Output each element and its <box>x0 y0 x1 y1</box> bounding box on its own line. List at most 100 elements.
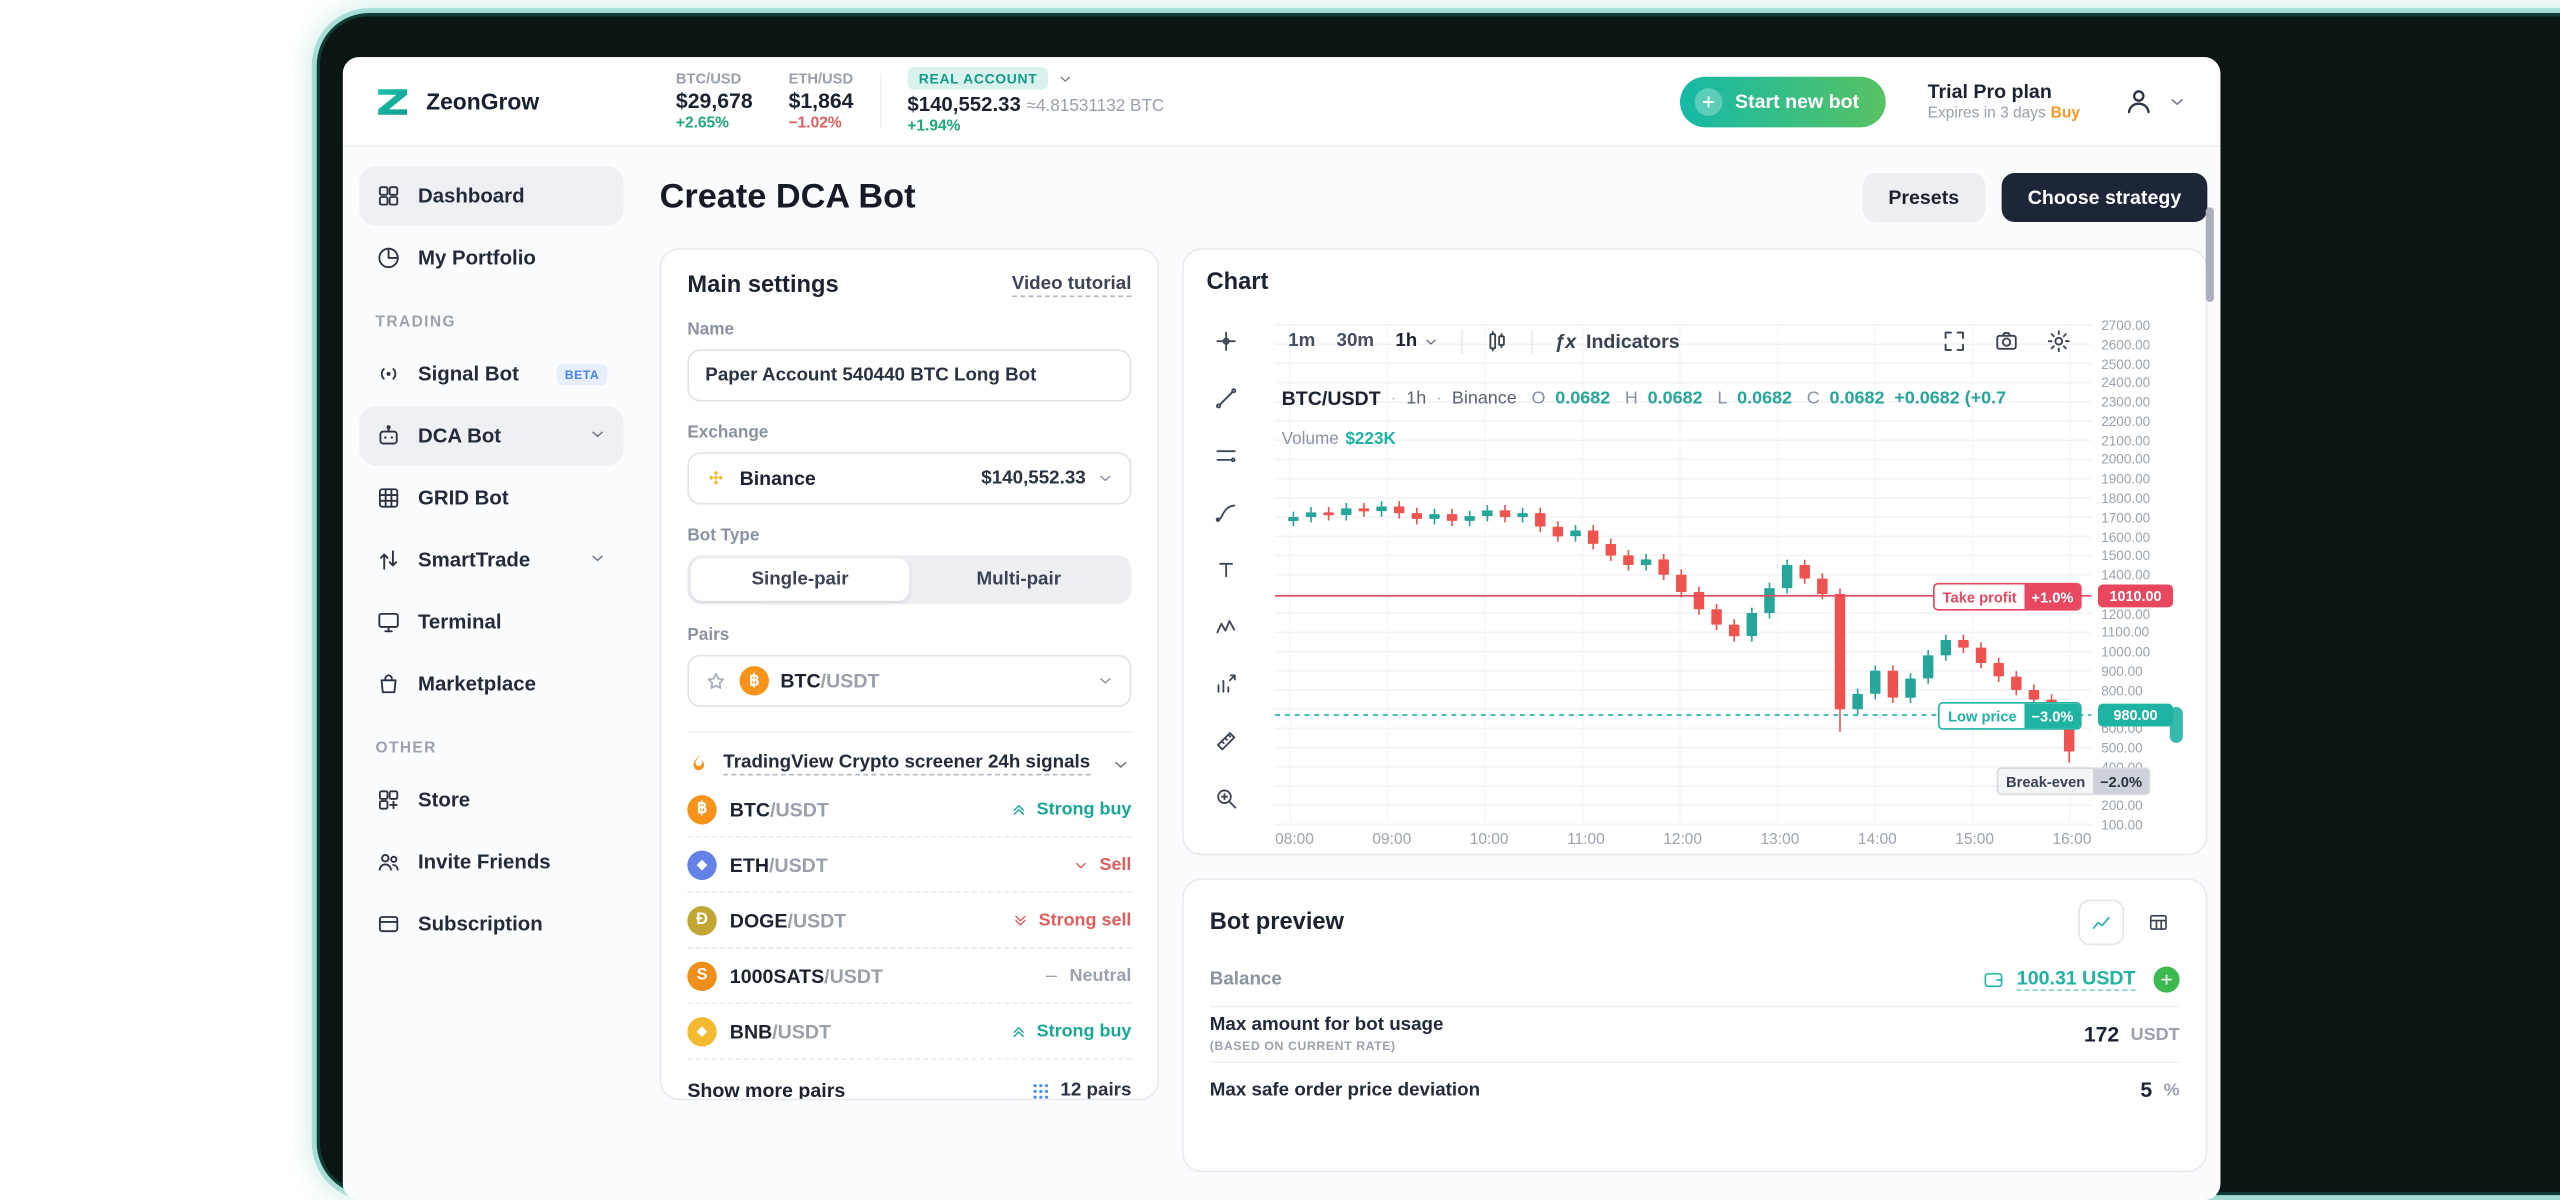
sidebar-item-dashboard[interactable]: Dashboard <box>359 166 624 226</box>
invite-friends-icon <box>376 849 402 875</box>
down-icon <box>1072 855 1092 875</box>
break-even-chip[interactable]: Break-even −2.0% <box>1996 767 2151 796</box>
show-more-pairs-link[interactable]: Show more pairs <box>687 1079 846 1101</box>
bot-name-input[interactable]: Paper Account 540440 BTC Long Bot <box>687 349 1132 402</box>
trend-line-tool[interactable] <box>1213 385 1239 419</box>
signal-icon <box>376 361 402 387</box>
fullscreen-icon[interactable] <box>1941 328 1967 354</box>
pair-signal-row-doge[interactable]: Ð DOGE/USDT Strong sell <box>687 893 1132 949</box>
sidebar-item-my-portfolio[interactable]: My Portfolio <box>359 229 623 288</box>
exchange-balance: $140,552.33 <box>981 468 1086 489</box>
fire-icon <box>687 753 710 776</box>
crosshair-tool[interactable] <box>1213 328 1239 362</box>
video-tutorial-link[interactable]: Video tutorial <box>1011 274 1132 298</box>
brush-tool[interactable] <box>1213 500 1239 534</box>
trend-line-icon <box>1213 385 1239 411</box>
max-deviation-row: Max safe order price deviation 5% <box>1209 1077 2180 1103</box>
signal-strong-buy: Strong buy <box>1009 799 1131 819</box>
sidebar-item-terminal[interactable]: Terminal <box>359 593 623 652</box>
plan-title: Trial Pro plan <box>1927 79 2052 103</box>
drawing-toolbar <box>1213 328 1239 819</box>
real-account-badge[interactable]: REAL ACCOUNT <box>907 66 1049 90</box>
pattern-tool[interactable] <box>1213 614 1239 648</box>
btc-coin-icon: ฿ <box>739 666 769 696</box>
signal-strong-sell: Strong sell <box>1011 910 1131 930</box>
indicators-button[interactable]: ƒx Indicators <box>1554 329 1680 353</box>
sidebar-item-subscription[interactable]: Subscription <box>359 895 623 954</box>
camera-icon[interactable] <box>1993 328 2019 354</box>
plan-info: Trial Pro plan Expires in 3 days Buy <box>1928 80 2080 122</box>
account-balance: $140,552.33 <box>907 93 1021 116</box>
pattern-icon <box>1213 614 1239 640</box>
table-view-button[interactable] <box>2137 901 2180 944</box>
balance-link[interactable]: 100.31 USDT <box>2016 966 2136 992</box>
timeframe-1m[interactable]: 1m <box>1288 331 1316 352</box>
time-label: 14:00 <box>1857 831 1897 849</box>
pairs-dropdown[interactable]: ฿ BTC/USDT <box>687 654 1132 707</box>
bot-type-multi-pair[interactable]: Multi-pair <box>976 569 1062 590</box>
double-down-icon <box>1011 910 1031 930</box>
parallel-lines-tool[interactable] <box>1213 442 1239 476</box>
bot-type-label: Bot Type <box>687 525 760 546</box>
bot-type-single-pair[interactable]: Single-pair <box>690 558 910 601</box>
take-profit-chip[interactable]: Take profit +1.0% <box>1932 582 2082 611</box>
pairs-count[interactable]: 12 pairs <box>1029 1080 1131 1099</box>
price-axis[interactable]: 100.00200.00300.00400.00500.00600.00700.… <box>2097 317 2202 833</box>
chart-view-button[interactable] <box>2078 899 2125 946</box>
screener-title: TradingView Crypto screener 24h signals <box>723 753 1091 776</box>
sidebar-item-smarttrade[interactable]: SmartTrade <box>359 531 623 590</box>
forecast-tool[interactable] <box>1213 671 1239 705</box>
time-label: 15:00 <box>1955 831 1995 849</box>
sidebar-item-dca-bot[interactable]: DCA Bot <box>359 406 624 466</box>
choose-strategy-button[interactable]: Choose strategy <box>2001 173 2208 223</box>
pair-signal-row-btc[interactable]: ฿ BTC/USDT Strong buy <box>687 782 1132 838</box>
sidebar-item-store[interactable]: Store <box>359 771 623 830</box>
time-label: 09:00 <box>1372 831 1412 849</box>
ruler-tool[interactable] <box>1213 728 1239 762</box>
time-axis[interactable]: 08:00 09:00 10:00 11:00 12:00 13:00 14:00 15:00… <box>1275 831 2091 849</box>
chevron-down-icon[interactable] <box>1110 753 1131 774</box>
gear-icon[interactable] <box>2046 328 2072 354</box>
app-window: ZeonGrow BTC/USD $29,678 +2.65% ETH/USD $1,8… <box>342 57 2221 1200</box>
grid-dots-icon <box>1029 1080 1050 1099</box>
start-new-bot-button[interactable]: Start new bot <box>1679 75 1886 127</box>
pair-signal-row-bnb[interactable]: ◆ BNB/USDT Strong buy <box>687 1004 1132 1060</box>
star-icon[interactable] <box>704 669 728 693</box>
candlestick-plot[interactable]: Take profit +1.0% Low price −3.0% Break-even… <box>1275 324 2151 826</box>
crosshair-icon <box>1213 328 1239 354</box>
bnb-coin-icon: ◆ <box>687 1016 717 1046</box>
chevron-down-icon <box>2167 91 2188 112</box>
add-funds-button[interactable] <box>2153 965 2180 992</box>
presets-button[interactable]: Presets <box>1862 173 1986 223</box>
text-tool-tool[interactable] <box>1213 557 1239 591</box>
chevron-down-icon[interactable] <box>1057 69 1075 87</box>
name-label: Name <box>687 319 735 340</box>
brand[interactable]: ZeonGrow <box>372 81 663 122</box>
pair-signal-row-1000sats[interactable]: S 1000SATS/USDT Neutral <box>687 949 1132 1005</box>
double-up-icon <box>1009 1021 1029 1041</box>
candlestick-style-icon[interactable] <box>1484 328 1510 354</box>
zoom-tool[interactable] <box>1213 785 1239 819</box>
scrollbar[interactable] <box>2205 207 2214 303</box>
plan-expires: Expires in 3 days <box>1927 104 2046 123</box>
account-summary[interactable]: REAL ACCOUNT $140,552.33 ≈4.81531132 BTC… <box>907 66 1164 136</box>
screener-toggle[interactable]: TradingView Crypto screener 24h signals <box>687 731 1132 776</box>
timeframe-1h[interactable]: 1h <box>1395 331 1440 351</box>
sidebar-section-other: OTHER <box>375 739 437 758</box>
plus-icon <box>1694 87 1722 116</box>
sidebar-item-marketplace[interactable]: Marketplace <box>359 655 623 714</box>
user-menu[interactable] <box>2122 85 2187 118</box>
pair-signal-row-eth[interactable]: ◆ ETH/USDT Sell <box>687 838 1132 894</box>
sidebar-item-grid-bot[interactable]: GRID Bot <box>359 469 623 528</box>
sidebar-item-invite-friends[interactable]: Invite Friends <box>359 833 623 892</box>
text-tool-icon <box>1213 557 1239 583</box>
ticker-btc/usd: BTC/USD $29,678 +2.65% <box>675 70 753 133</box>
low-price-chip[interactable]: Low price −3.0% <box>1938 702 2082 730</box>
exchange-dropdown[interactable]: Binance $140,552.33 <box>687 452 1132 505</box>
timeframe-30m[interactable]: 30m <box>1336 331 1375 352</box>
low-price-price-tag: 980.00 <box>2097 703 2174 727</box>
buy-link[interactable]: Buy <box>2050 104 2080 123</box>
chevron-down-icon <box>1422 332 1440 350</box>
sidebar-item-signal-bot[interactable]: Signal Bot BETA <box>359 344 623 403</box>
signal-strong-buy: Strong buy <box>1009 1021 1131 1041</box>
